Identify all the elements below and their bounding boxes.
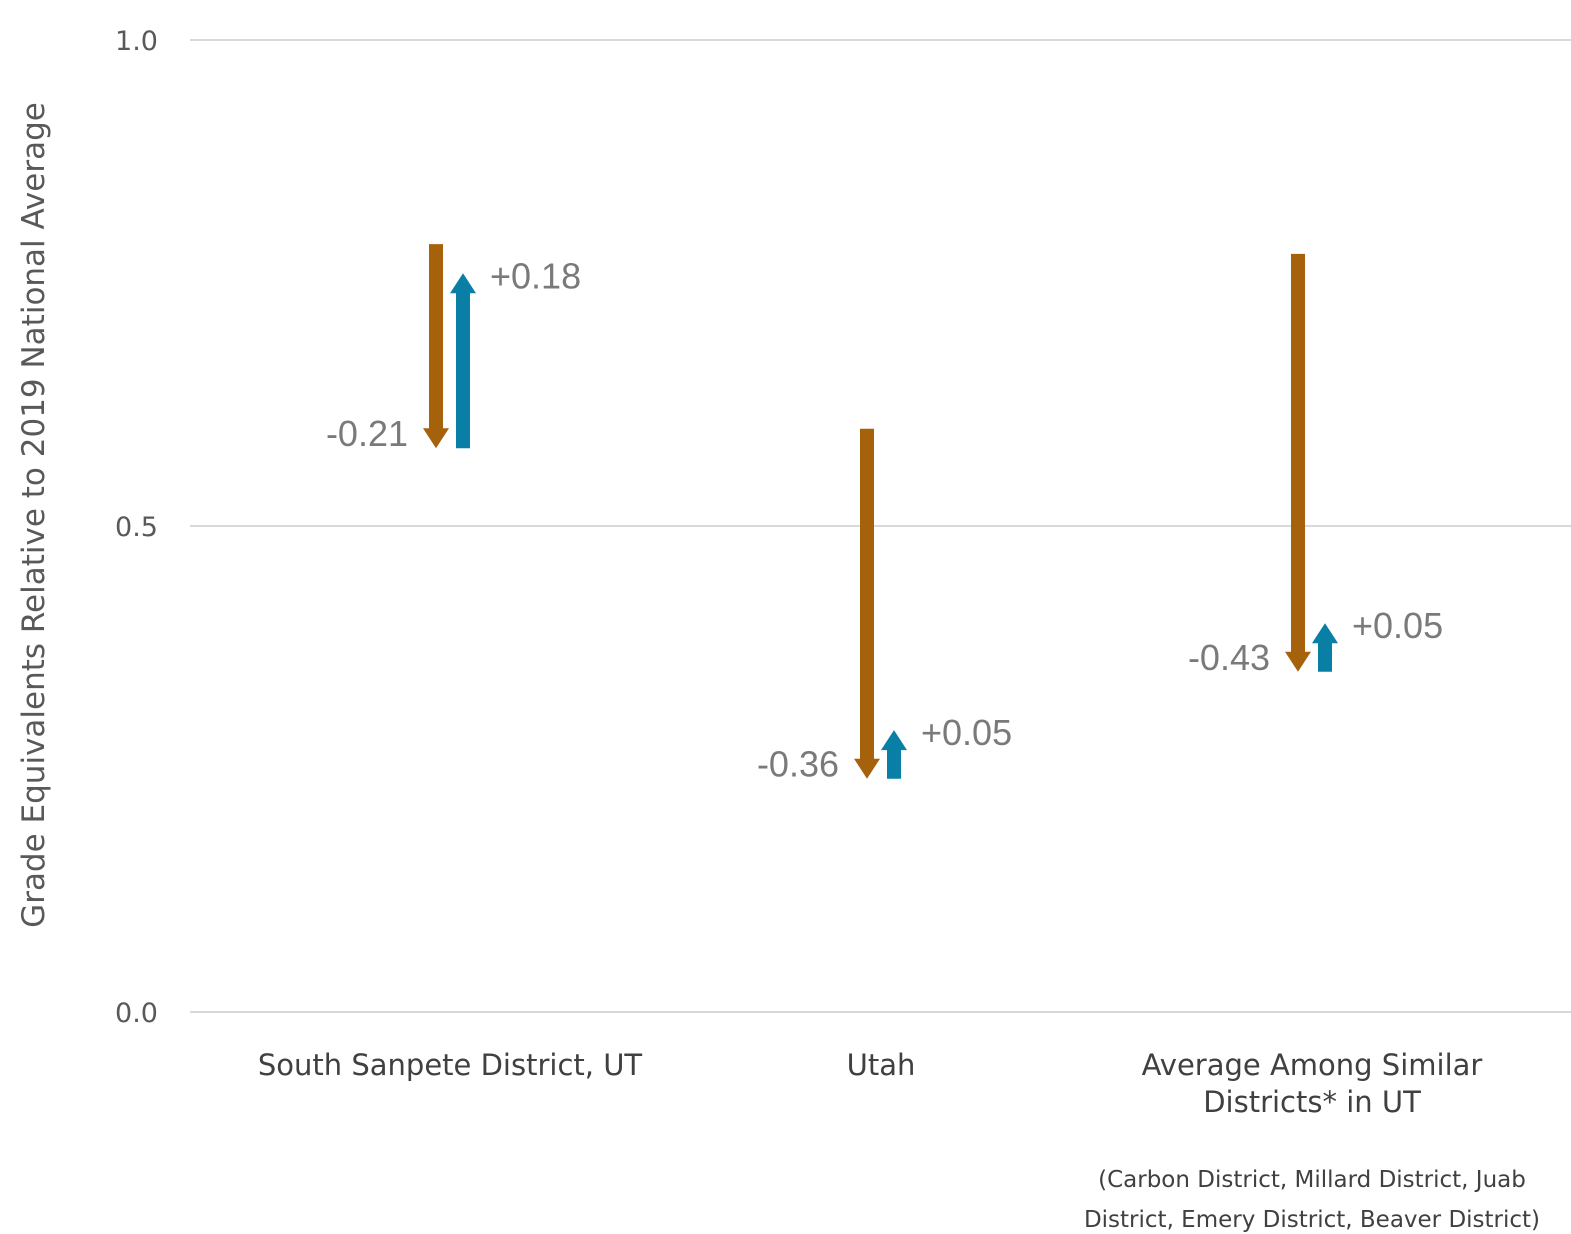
decline-value-label: -0.43 xyxy=(1188,637,1270,678)
decline-arrow-0 xyxy=(423,244,449,449)
y-axis-label: Grade Equivalents Relative to 2019 Natio… xyxy=(16,102,52,928)
recovery-arrow-1 xyxy=(881,730,907,779)
decline-value-label: -0.36 xyxy=(757,744,839,785)
y-tick-label: 0.0 xyxy=(115,998,158,1029)
recovery-value-label: +0.05 xyxy=(1352,605,1443,646)
decline-arrow-2 xyxy=(1285,253,1311,672)
x-category-label: Average Among Similar xyxy=(1142,1048,1483,1082)
decline-value-label: -0.21 xyxy=(326,413,408,454)
recovery-arrow-2 xyxy=(1312,623,1338,672)
recovery-value-label: +0.18 xyxy=(490,255,581,296)
recovery-arrow-0 xyxy=(450,273,476,449)
y-axis-ticks: 0.0 0.5 1.0 xyxy=(115,26,158,1029)
footnote-line: (Carbon District, Millard District, Juab xyxy=(1098,1167,1526,1193)
footnote: (Carbon District, Millard District, Juab… xyxy=(1084,1167,1540,1233)
x-category-label: Districts* in UT xyxy=(1203,1085,1421,1119)
y-tick-label: 1.0 xyxy=(115,26,158,57)
arrows: -0.21 -0.36 -0.43 +0.18 +0.05 +0.05 xyxy=(326,244,1443,785)
recovery-value-label: +0.05 xyxy=(921,712,1012,753)
gridlines xyxy=(190,39,1571,1013)
footnote-line: District, Emery District, Beaver Distric… xyxy=(1084,1207,1540,1233)
y-tick-label: 0.5 xyxy=(115,512,158,543)
x-axis-categories: South Sanpete District, UT Utah Average Am… xyxy=(258,1048,1483,1119)
x-category-label: South Sanpete District, UT xyxy=(258,1048,643,1082)
decline-arrow-1 xyxy=(854,428,880,779)
x-category-label: Utah xyxy=(847,1048,916,1082)
